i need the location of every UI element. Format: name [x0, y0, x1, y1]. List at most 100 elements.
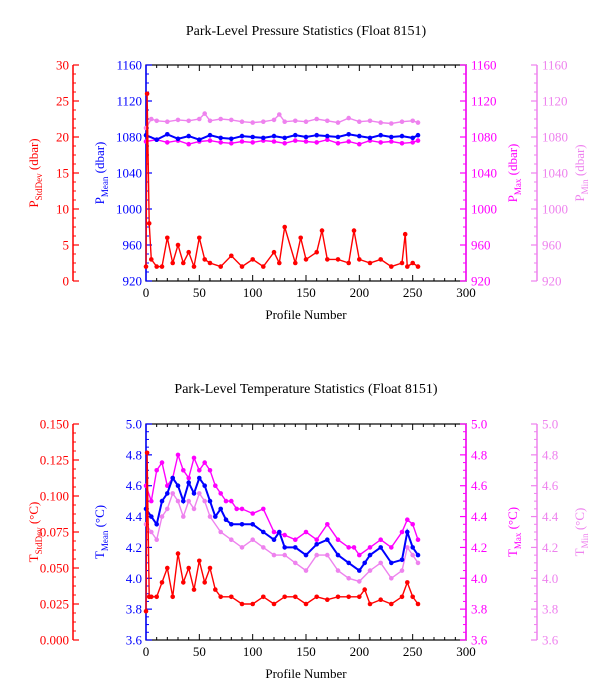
mean-point — [293, 132, 298, 138]
stddev-series — [143, 450, 421, 614]
max-point — [357, 552, 362, 558]
y-tick-label: 4.4 — [471, 509, 488, 524]
x-tick-label: 200 — [350, 644, 370, 659]
mean-point — [165, 491, 170, 496]
min-series — [143, 491, 421, 584]
y-axis-label-unit: (dbar) — [572, 144, 587, 179]
stddev-point — [250, 257, 255, 262]
min-point — [165, 119, 170, 124]
stddev-y-axis: 0.000 0.025 0.050 0.075 0.100 0.125 0.150 TStdD… — [26, 417, 79, 648]
stddev-point — [415, 264, 421, 269]
min-point — [170, 491, 175, 496]
max-point — [234, 506, 239, 512]
min-point — [415, 120, 421, 125]
min-point — [293, 118, 298, 124]
y-axis-label: PMean (dbar) — [92, 142, 110, 205]
min-point — [415, 560, 421, 566]
stddev-point — [149, 594, 154, 600]
min-point — [346, 576, 352, 581]
max-point — [389, 139, 394, 144]
y-tick-label: 5.0 — [126, 417, 142, 432]
min-point — [250, 120, 255, 125]
stddev-y-axis: 0 5 10 15 20 25 30 PStdDev (dbar) — [26, 58, 79, 289]
mean-point — [197, 137, 202, 142]
min-point — [346, 115, 352, 121]
max-point — [165, 483, 170, 489]
stddev-point — [261, 594, 266, 600]
max-point — [378, 140, 384, 145]
y-axis-label-sub: Max — [513, 178, 523, 195]
min-point — [154, 118, 159, 124]
y-tick-label: 5.0 — [471, 417, 487, 432]
max-point — [410, 522, 416, 527]
stddev-point — [399, 594, 405, 600]
y-axis-label-sub: StdDev — [34, 527, 44, 555]
mean-point — [165, 132, 170, 137]
y-tick-label: 3.8 — [542, 602, 558, 617]
y-tick-label: 0.075 — [40, 525, 69, 540]
max-point — [250, 140, 255, 145]
stddev-point — [202, 257, 207, 262]
mean-point — [239, 133, 245, 139]
mean-point — [282, 135, 288, 141]
x-tick-label: 250 — [403, 644, 423, 659]
min-y-axis: 920 960 1000 1040 1080 1120 1160 PMin (dbar) — [531, 58, 590, 289]
stddev-point — [239, 601, 245, 607]
mean-point — [346, 132, 352, 137]
min-point — [303, 119, 309, 124]
mean-point — [410, 135, 416, 141]
min-point — [378, 120, 384, 125]
x-tick-label: 0 — [143, 644, 150, 659]
y-tick-label: 1000 — [471, 202, 497, 217]
y-tick-label: 3.6 — [542, 633, 559, 648]
stddev-point — [175, 242, 181, 248]
max-point — [293, 138, 298, 143]
stddev-point — [146, 221, 152, 226]
mean-point — [415, 132, 421, 138]
y-axis-label: TMin (°C) — [572, 508, 590, 557]
max-point — [159, 460, 165, 465]
max-series — [143, 137, 421, 147]
max-point — [202, 460, 207, 465]
mean-point — [197, 475, 202, 481]
mean-point — [367, 135, 373, 141]
min-point — [191, 506, 197, 512]
y-axis-label: PStdDev (dbar) — [26, 138, 44, 207]
y-tick-label: 0.150 — [40, 417, 69, 432]
min-point — [229, 537, 234, 542]
stddev-point — [143, 608, 149, 614]
y-tick-label: 3.6 — [471, 633, 488, 648]
min-point — [389, 121, 394, 126]
y-axis-label-main: T — [505, 549, 520, 557]
stddev-point — [165, 565, 170, 571]
min-point — [175, 117, 181, 123]
y-tick-label: 1040 — [116, 166, 142, 181]
stddev-point — [367, 601, 373, 607]
y-tick-label: 960 — [542, 238, 562, 253]
stddev-point — [378, 257, 384, 262]
x-axis-label: Profile Number — [265, 666, 347, 681]
stddev-point — [362, 587, 368, 592]
mean-point — [170, 475, 175, 481]
mean-point — [303, 552, 309, 558]
min-point — [410, 118, 416, 124]
min-point — [399, 568, 405, 573]
y-axis-label: PMin (dbar) — [572, 144, 590, 201]
stddev-point — [325, 257, 330, 262]
mean-point — [362, 560, 368, 566]
y-tick-label: 20 — [56, 130, 69, 145]
y-axis-label-main: T — [92, 551, 107, 559]
mean-point — [239, 522, 245, 527]
y-tick-label: 0 — [63, 274, 70, 289]
max-point — [282, 532, 288, 538]
min-y-axis: 3.6 3.8 4.0 4.2 4.4 4.6 4.8 5.0 TMin (°C) — [531, 417, 590, 648]
mean-point — [213, 514, 218, 519]
max-series — [143, 452, 421, 558]
mean-point — [367, 552, 373, 558]
y-axis-label-main: P — [505, 195, 520, 202]
min-point — [239, 545, 245, 550]
min-point — [378, 560, 384, 566]
mean-point — [207, 498, 213, 504]
mean-point — [378, 545, 384, 550]
stddev-point — [293, 594, 298, 600]
